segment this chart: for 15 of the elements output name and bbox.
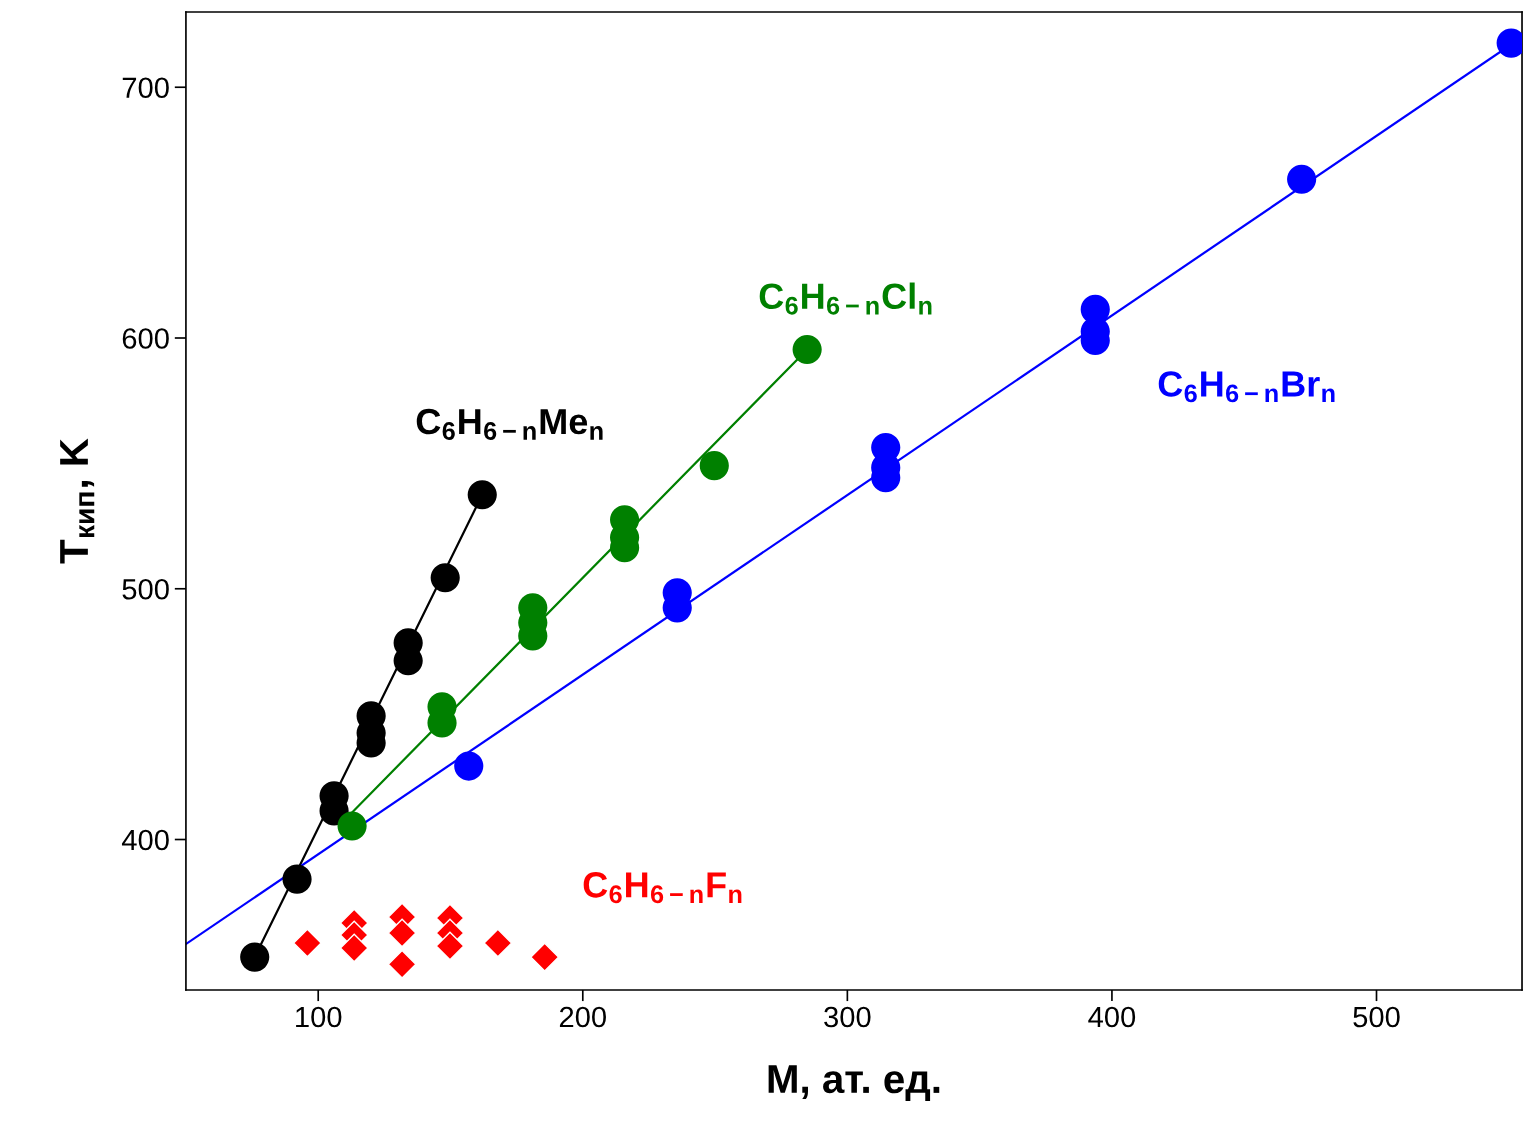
x-tick-label: 500 (1353, 1006, 1400, 1028)
x-tick-label: 400 (1088, 1006, 1136, 1028)
x-tick-label: 100 (296, 1006, 342, 1028)
y-axis-title: T$_{кип}$, K (60, 438, 95, 564)
y-tick-label: 400 (121, 829, 169, 851)
y-tick-label: 500 (122, 578, 169, 600)
x-tick-label: 300 (824, 1006, 871, 1028)
x-tick-label: 200 (559, 1006, 606, 1028)
series-label: C$_{6}$H$_{6−n}$Me$_{n}$ (416, 408, 603, 440)
x-axis-title: M, ат. ед. (768, 1065, 940, 1101)
y-tick-label: 600 (122, 328, 169, 349)
y-tick-label: 700 (122, 77, 169, 99)
series-label: C$_{6}$H$_{6−n}$F$_{n}$ (583, 872, 742, 904)
series-label: C$_{6}$H$_{6−n}$Br$_{n}$ (1158, 371, 1335, 403)
series-label: C$_{6}$H$_{6−n}$Cl$_{n}$ (759, 282, 932, 315)
